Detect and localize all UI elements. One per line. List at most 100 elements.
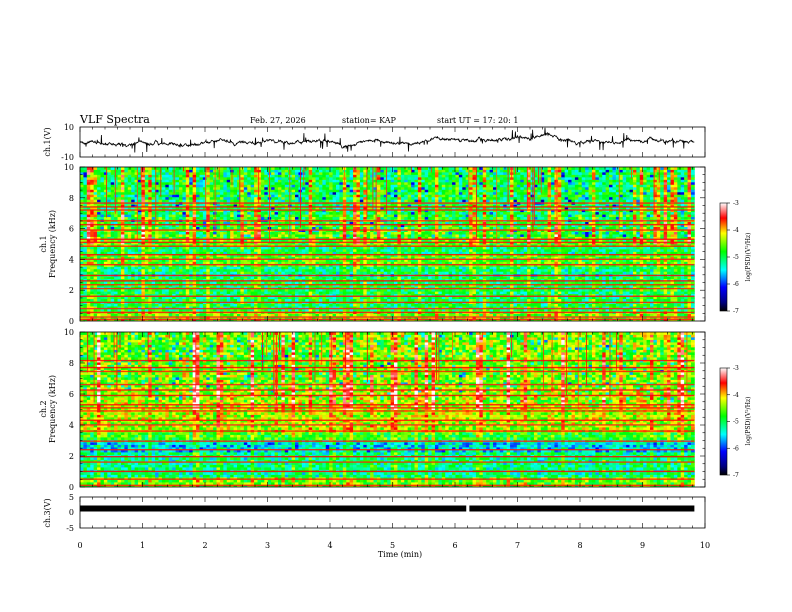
spectrogram-cell <box>86 293 91 297</box>
spectrogram-cell <box>110 291 115 295</box>
spectrogram-cell <box>100 251 105 255</box>
spectrogram-cell <box>554 298 559 302</box>
spectrogram-cell <box>489 281 494 285</box>
spectrogram-cell <box>199 281 204 285</box>
spectrogram-cell <box>424 293 429 297</box>
spectrogram-cell <box>650 261 654 265</box>
spectrogram-cell <box>103 256 108 260</box>
spectrogram-cell <box>240 308 245 312</box>
spectrogram-cell <box>288 266 293 270</box>
spectrogram-cell <box>684 291 688 295</box>
spectrogram-cell <box>346 306 351 309</box>
spectrogram-cell <box>86 268 91 272</box>
spectrogram-cell <box>677 298 682 302</box>
spectrogram-cell <box>578 253 583 257</box>
spectrogram-cell <box>90 253 95 257</box>
spectrogram-cell <box>134 298 139 302</box>
spectrogram-cell <box>632 296 637 300</box>
spectrogram-cell <box>660 261 665 265</box>
spectrogram-cell <box>216 288 221 292</box>
spectrogram-cell <box>237 288 241 292</box>
spectrogram-cell <box>376 271 381 275</box>
spectrogram-cell <box>380 268 385 272</box>
spectrogram-cell <box>131 253 136 257</box>
spectrogram-cell <box>178 268 183 272</box>
spectrogram-cell <box>284 261 289 265</box>
spectrogram-cell <box>643 308 647 312</box>
spectrogram-cell <box>223 266 228 270</box>
spectrogram-cell <box>383 306 388 309</box>
spectrogram-cell <box>428 256 432 260</box>
spectrogram-cell <box>288 303 293 307</box>
spectrogram-cell <box>342 291 347 295</box>
spectrogram-cell <box>127 258 132 262</box>
spectrogram-cell <box>612 276 617 280</box>
spectrogram-cell <box>151 303 156 307</box>
spectrogram-cell <box>602 276 607 280</box>
spectrogram-cell <box>349 288 354 292</box>
spectrogram-cell <box>482 306 487 309</box>
spectrogram-cell <box>523 306 528 309</box>
spectrogram-cell <box>609 286 613 290</box>
spectrogram-cell <box>144 276 149 280</box>
spectrogram-cell <box>161 268 166 272</box>
spectrogram-cell <box>312 286 316 290</box>
spectrogram-cell <box>274 308 279 312</box>
spectrogram-cell <box>151 256 156 260</box>
spectrogram-cell <box>216 258 221 262</box>
spectrogram-cell <box>346 313 351 317</box>
spectrogram-cell <box>178 288 183 292</box>
spectrogram-cell <box>138 253 142 257</box>
plot-title: VLF Spectra <box>79 113 150 126</box>
spectrogram-cell <box>325 256 330 260</box>
spectrogram-cell <box>206 308 211 312</box>
spectrogram-cell <box>499 293 504 297</box>
spectrogram-cell <box>110 281 115 285</box>
spectrogram-cell <box>568 296 572 300</box>
spectrogram-cell <box>233 258 238 262</box>
spectrogram-cell <box>240 288 245 292</box>
spectrogram-cell <box>370 291 374 295</box>
spectrogram-cell <box>219 306 224 309</box>
spectrogram-cell <box>486 286 490 290</box>
spectrogram-cell <box>284 256 289 260</box>
spectrogram-cell <box>131 271 136 275</box>
spectrogram-cell <box>148 251 153 255</box>
spectrogram-cell <box>533 303 538 307</box>
spectrogram-cell <box>667 276 671 280</box>
spectrogram-cell <box>554 303 559 307</box>
spectrogram-cell <box>127 261 132 265</box>
spectrogram-cell <box>155 261 159 265</box>
spectrogram-cell <box>609 298 613 302</box>
spectrogram-cell <box>441 288 446 292</box>
spectrogram-cell <box>93 308 98 312</box>
spectrogram-cell <box>274 266 279 270</box>
spectrogram-cell <box>591 268 596 272</box>
spectrogram-cell <box>110 251 115 255</box>
spectrogram-cell <box>103 288 108 292</box>
spectrogram-cell <box>673 291 678 295</box>
spectrogram-cell <box>322 256 327 260</box>
spectrogram-cell <box>346 288 351 292</box>
spectrogram-cell <box>124 298 129 302</box>
spectrogram-cell <box>373 281 378 285</box>
spectrogram-cell <box>237 256 241 260</box>
spectrogram-cell <box>390 288 395 292</box>
spectrogram-cell <box>407 258 412 262</box>
spectrogram-cell <box>172 313 176 317</box>
spectrogram-cell <box>663 281 668 285</box>
spectrogram-cell <box>643 268 647 272</box>
spectrogram-cell <box>615 308 620 312</box>
spectrogram-cell <box>554 276 559 280</box>
spectrogram-cell <box>619 281 624 285</box>
spectrogram-cell <box>557 276 562 280</box>
spectrogram-cell <box>690 313 695 317</box>
spectrogram-cell <box>537 288 542 292</box>
spectrogram-cell <box>219 258 224 262</box>
spectrogram-cell <box>626 288 630 292</box>
spectrogram-cell <box>448 288 453 292</box>
spectrogram-cell <box>632 298 637 302</box>
spectrogram-cell <box>523 286 528 290</box>
spectrogram-cell <box>370 266 374 270</box>
spectrogram-cell <box>107 258 112 262</box>
